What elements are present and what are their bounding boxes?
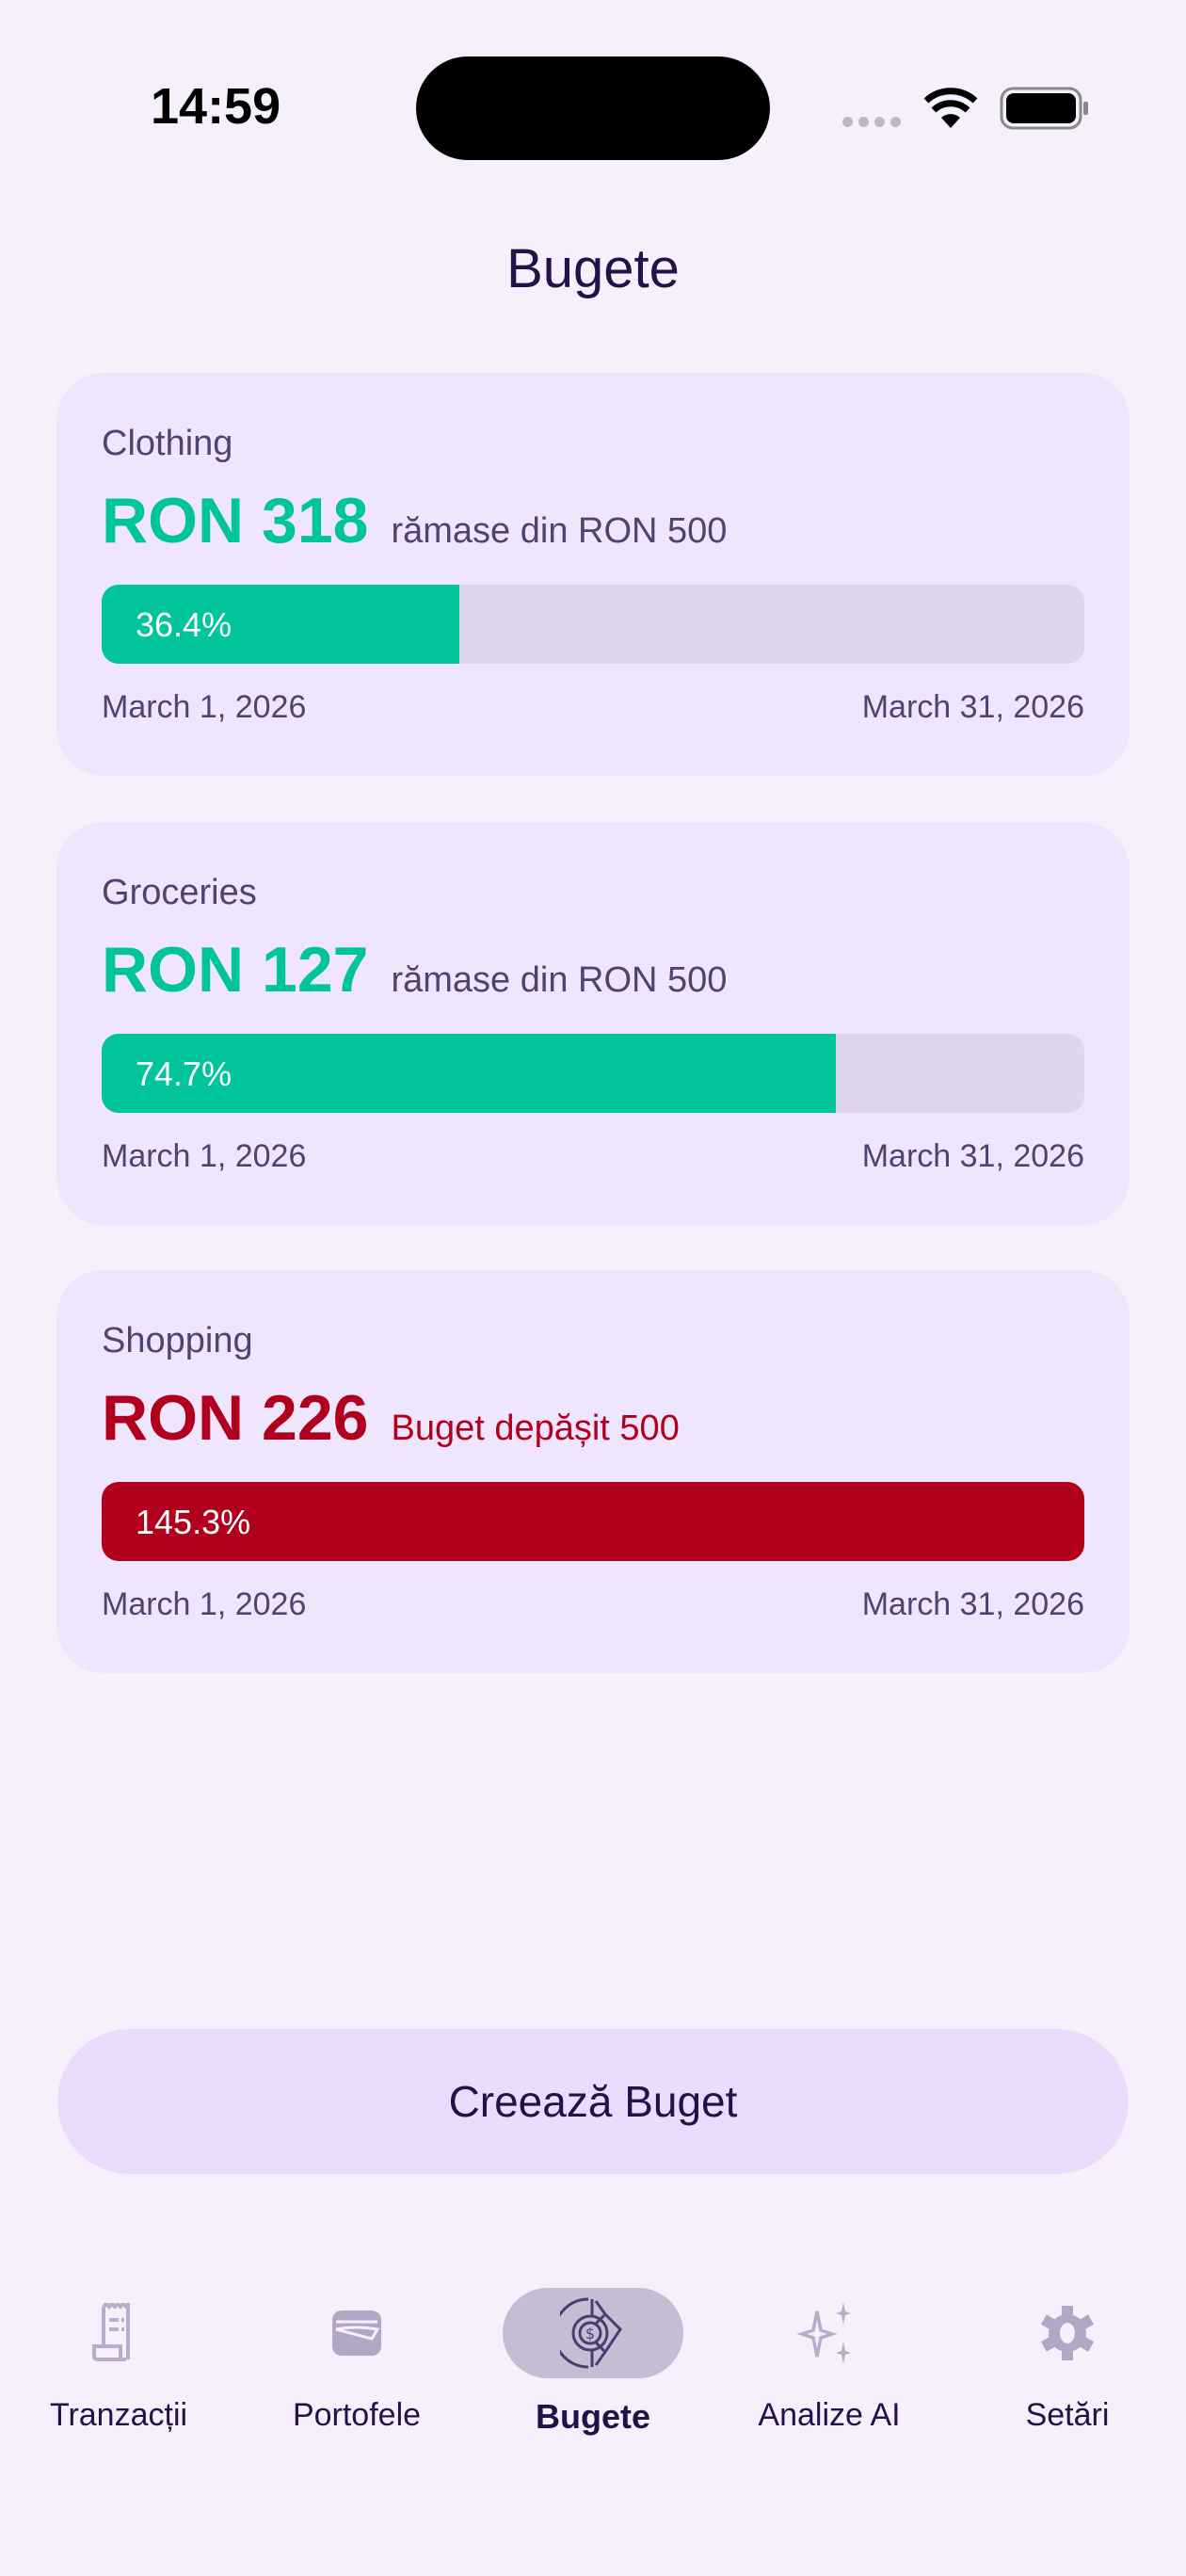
- budget-progress-bar: 36.4%: [102, 585, 1084, 664]
- budget-amount: RON 226: [102, 1382, 369, 1454]
- budget-category: Shopping: [102, 1321, 253, 1360]
- wallet-icon: [266, 2288, 447, 2378]
- receipt-icon: [28, 2288, 209, 2378]
- battery-icon: [1000, 87, 1088, 130]
- create-budget-button[interactable]: Creează Buget: [57, 2029, 1129, 2174]
- tab-label: Tranzacții: [49, 2397, 188, 2433]
- budget-progress-fill: [102, 585, 460, 664]
- budget-percent: 145.3%: [136, 1503, 251, 1541]
- budget-card-clothing[interactable]: Clothing RON 318 rămase din RON 500 36.4…: [56, 373, 1130, 776]
- budget-start-date: March 1, 2026: [102, 689, 307, 725]
- budget-amount: RON 318: [102, 485, 369, 556]
- tab-label: Setări: [1025, 2397, 1110, 2433]
- tab-label: Analize AI: [758, 2397, 901, 2433]
- budget-progress-fill: [102, 1034, 836, 1113]
- tab-setări[interactable]: Setări: [954, 2288, 1180, 2434]
- budget-progress-bar: 74.7%: [102, 1034, 1084, 1113]
- tab-portofele[interactable]: Portofele: [244, 2288, 470, 2434]
- budget-amount: RON 127: [102, 934, 369, 1006]
- budget-card-shopping[interactable]: Shopping RON 226 Buget depășit 500 145.3…: [56, 1270, 1130, 1673]
- dynamic-island: [416, 56, 770, 160]
- tab-analize-ai[interactable]: Analize AI: [716, 2288, 942, 2434]
- wifi-icon: [923, 88, 978, 128]
- budget-percent: 74.7%: [136, 1055, 232, 1093]
- budget-chart-icon: $: [503, 2288, 683, 2378]
- budget-progress-bar: 145.3%: [102, 1482, 1084, 1561]
- budget-end-date: March 31, 2026: [861, 1586, 1084, 1622]
- status-time: 14:59: [151, 78, 281, 135]
- budget-subtitle: Buget depășit 500: [391, 1409, 680, 1448]
- budget-category: Groceries: [102, 873, 257, 912]
- budget-progress-fill: [102, 1482, 1084, 1561]
- budget-end-date: March 31, 2026: [861, 689, 1084, 725]
- budget-subtitle: rămase din RON 500: [391, 960, 728, 1000]
- tab-tranzacții[interactable]: Tranzacții: [6, 2288, 232, 2434]
- budget-subtitle: rămase din RON 500: [391, 511, 728, 551]
- tab-label: Portofele: [292, 2397, 422, 2433]
- tab-label: Bugete: [535, 2397, 650, 2436]
- budget-end-date: March 31, 2026: [861, 1138, 1084, 1174]
- tab-bugete[interactable]: $ Bugete: [480, 2288, 706, 2437]
- sparkles-icon: [739, 2288, 920, 2378]
- gear-icon: [977, 2288, 1158, 2378]
- budget-start-date: March 1, 2026: [102, 1138, 307, 1174]
- budget-category: Clothing: [102, 424, 233, 463]
- cellular-icon: [842, 117, 901, 127]
- page-title: Bugete: [506, 238, 680, 299]
- svg-text:$: $: [585, 2325, 595, 2343]
- budget-percent: 36.4%: [136, 605, 232, 644]
- budget-start-date: March 1, 2026: [102, 1586, 307, 1622]
- budget-card-groceries[interactable]: Groceries RON 127 rămase din RON 500 74.…: [56, 822, 1130, 1225]
